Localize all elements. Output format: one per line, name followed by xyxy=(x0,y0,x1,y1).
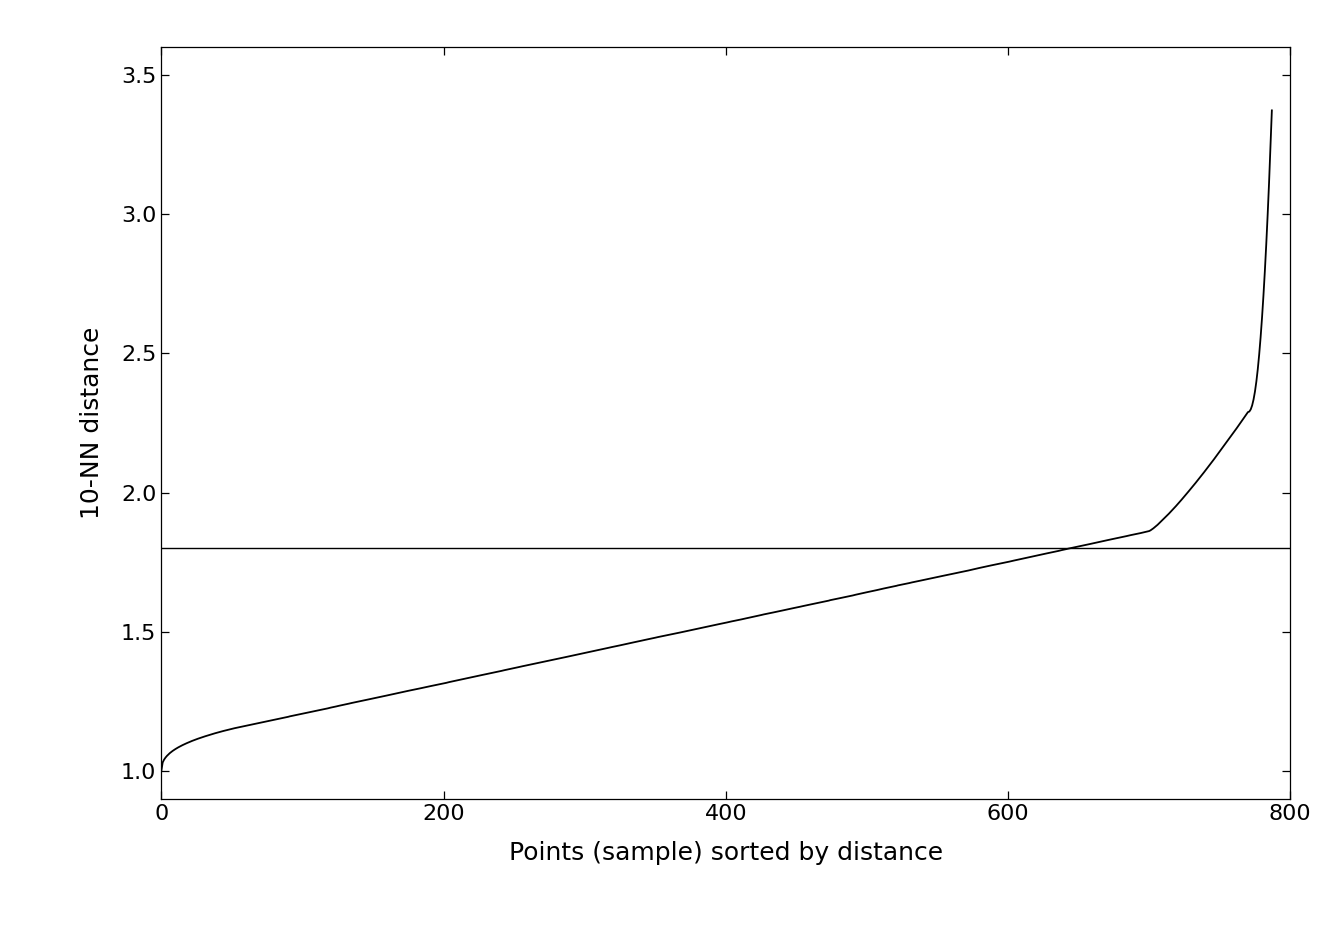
Y-axis label: 10-NN distance: 10-NN distance xyxy=(81,327,105,519)
X-axis label: Points (sample) sorted by distance: Points (sample) sorted by distance xyxy=(508,840,943,865)
